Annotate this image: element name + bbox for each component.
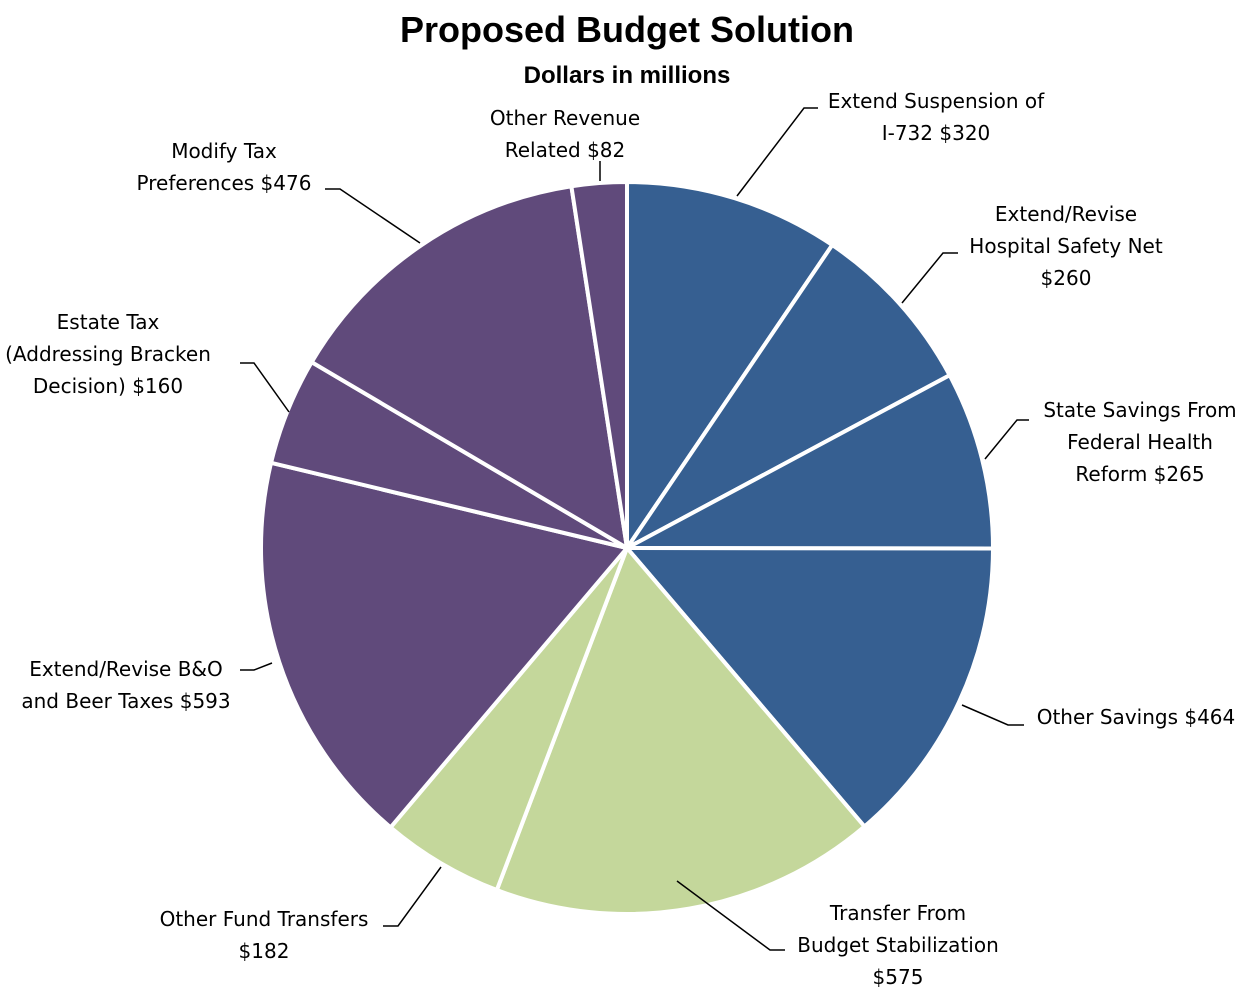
slice-label-1: Extend Suspension of I-732 $320 <box>828 89 1045 145</box>
slice-label-line: Other Savings $464 <box>1037 705 1236 729</box>
leader-line-7 <box>240 662 273 671</box>
slice-label-9: Modify Tax Preferences $476 <box>137 139 312 195</box>
leader-line-8 <box>240 362 290 413</box>
pie-slice-4 <box>622 545 996 830</box>
slice-label-line: Extend Suspension of <box>828 89 1045 113</box>
slice-label-2: Extend/Revise Hospital Safety Net $260 <box>969 202 1163 290</box>
slice-label-line: State Savings From <box>1043 398 1236 422</box>
leader-line-2 <box>901 252 958 304</box>
slice-label-line: and Beer Taxes $593 <box>21 689 230 713</box>
slice-label-4: Other Savings $464 <box>1037 705 1236 729</box>
slice-label-line: Related $82 <box>505 138 626 162</box>
leader-line-6 <box>383 866 442 927</box>
slice-label-line: Decision) $160 <box>33 374 183 398</box>
slice-label-line: Extend/Revise <box>995 202 1137 226</box>
pie-slice-3 <box>626 372 996 551</box>
slice-label-line: Transfer From <box>829 901 966 925</box>
slice-label-6: Other Fund Transfers $182 <box>160 907 369 963</box>
slice-label-7: Extend/Revise B&O and Beer Taxes $593 <box>21 657 230 713</box>
slice-label-10: Other Revenue Related $82 <box>490 106 640 162</box>
leader-lines <box>240 107 1029 951</box>
pie-slices <box>259 179 996 916</box>
slice-label-line: Reform $265 <box>1075 462 1204 486</box>
chart-title: Proposed Budget Solution <box>400 9 854 50</box>
pie-slice-10 <box>569 179 629 549</box>
slice-label-line: Hospital Safety Net <box>969 234 1163 258</box>
slice-label-line: Preferences $476 <box>137 171 312 195</box>
slice-label-5: Transfer From Budget Stabilization $575 <box>797 901 999 988</box>
leader-line-4 <box>961 704 1024 726</box>
pie-slice-5 <box>494 544 868 916</box>
slice-label-3: State Savings From Federal Health Reform $… <box>1043 398 1236 486</box>
pie-slice-9 <box>308 183 630 552</box>
slice-label-line: Other Fund Transfers <box>160 907 369 931</box>
slice-label-line: Other Revenue <box>490 106 640 130</box>
pie-slice-7 <box>259 460 631 831</box>
slice-label-line: $260 <box>1041 266 1092 290</box>
leader-line-9 <box>325 188 421 244</box>
slice-label-line: $182 <box>239 939 290 963</box>
slice-label-line: Estate Tax <box>57 310 160 334</box>
leader-line-3 <box>984 419 1029 460</box>
slice-label-line: Extend/Revise B&O <box>29 657 223 681</box>
slice-label-line: Modify Tax <box>171 139 277 163</box>
pie-slice-1 <box>625 179 836 555</box>
slice-label-line: Federal Health <box>1067 430 1213 454</box>
leader-line-1 <box>736 107 818 197</box>
slice-label-line: $575 <box>873 965 924 988</box>
leader-line-5 <box>676 880 785 951</box>
slice-label-line: I-732 $320 <box>882 121 991 145</box>
chart-subtitle: Dollars in millions <box>524 62 731 89</box>
slice-labels: Extend Suspension of I-732 $320 Extend/Rev… <box>5 89 1237 988</box>
pie-slice-2 <box>625 242 953 550</box>
slice-label-8: Estate Tax (Addressing Bracken Decision) $… <box>5 310 211 398</box>
slice-label-line: Budget Stabilization <box>797 933 999 957</box>
slice-label-line: (Addressing Bracken <box>5 342 211 366</box>
